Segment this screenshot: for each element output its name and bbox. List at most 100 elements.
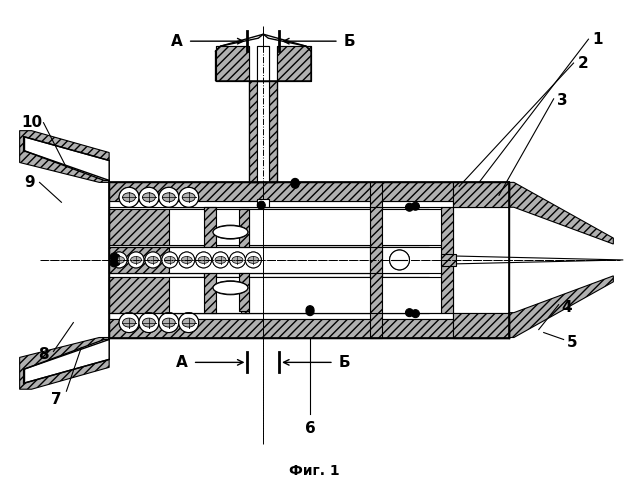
Bar [109,318,509,338]
Circle shape [128,252,144,268]
Circle shape [291,180,299,188]
Circle shape [179,188,199,207]
Text: А: А [176,355,187,370]
Polygon shape [19,130,109,182]
Bar [216,46,249,81]
Circle shape [196,252,211,268]
Circle shape [139,312,159,332]
Bar [257,81,269,182]
Ellipse shape [123,193,135,202]
Bar [370,182,382,338]
Bar [370,207,382,312]
Circle shape [119,312,139,332]
Ellipse shape [182,318,195,327]
Circle shape [162,252,178,268]
Bar [169,209,204,245]
Circle shape [159,312,179,332]
Ellipse shape [247,256,259,264]
Bar [110,184,508,336]
Bar [242,209,249,245]
Circle shape [159,188,179,207]
Circle shape [112,254,120,262]
Ellipse shape [123,318,135,327]
Ellipse shape [198,256,209,264]
Bar [204,241,216,312]
Ellipse shape [181,256,192,264]
Ellipse shape [213,281,248,294]
Bar [216,209,370,245]
Circle shape [179,188,199,207]
Ellipse shape [122,192,136,202]
Circle shape [406,308,413,316]
Bar [454,182,509,207]
Bar [442,207,454,312]
Ellipse shape [130,256,142,264]
Circle shape [213,252,228,268]
Text: 6: 6 [304,421,315,436]
Ellipse shape [213,225,248,239]
Circle shape [179,312,199,332]
Circle shape [111,252,127,268]
Polygon shape [19,338,109,389]
Bar [109,318,509,338]
Circle shape [119,188,139,207]
Ellipse shape [162,192,175,202]
Circle shape [139,188,159,207]
Bar [269,81,277,182]
Ellipse shape [142,192,156,202]
Bar [204,207,216,312]
Bar [277,46,311,81]
Ellipse shape [213,282,248,294]
Circle shape [110,259,118,267]
Circle shape [139,188,159,207]
Circle shape [145,252,161,268]
Circle shape [306,308,314,316]
Circle shape [406,204,413,211]
Ellipse shape [131,256,142,264]
Circle shape [213,252,228,268]
Circle shape [306,306,314,314]
Bar [382,247,442,273]
Ellipse shape [213,226,248,238]
Circle shape [411,202,420,210]
Bar [169,277,204,312]
Circle shape [291,178,299,186]
Ellipse shape [231,256,243,264]
Text: 4: 4 [562,300,572,315]
Bar [382,277,430,312]
Ellipse shape [114,256,125,264]
Bar [454,182,509,207]
Circle shape [245,252,261,268]
Ellipse shape [164,256,175,264]
Bar [242,277,249,312]
Bar [109,209,430,245]
Bar [249,81,257,182]
Text: 9: 9 [25,175,35,190]
Ellipse shape [113,256,125,264]
Circle shape [110,253,118,261]
Ellipse shape [164,256,175,264]
Ellipse shape [142,193,155,202]
Bar [370,207,382,312]
Text: А: А [171,34,183,48]
Bar [204,207,216,312]
Bar [109,277,430,312]
Bar [269,81,277,182]
Ellipse shape [181,256,192,264]
Bar [109,182,509,202]
Ellipse shape [214,256,226,264]
Bar [257,81,269,182]
Ellipse shape [182,193,195,202]
Circle shape [179,252,194,268]
Bar [454,312,509,338]
Bar [109,209,204,245]
Bar [442,254,456,266]
Polygon shape [509,276,613,338]
Ellipse shape [162,318,175,328]
Bar [382,209,442,245]
Bar [257,200,269,207]
Bar [109,247,169,273]
Circle shape [162,252,178,268]
Bar [169,247,370,273]
Ellipse shape [122,318,136,328]
